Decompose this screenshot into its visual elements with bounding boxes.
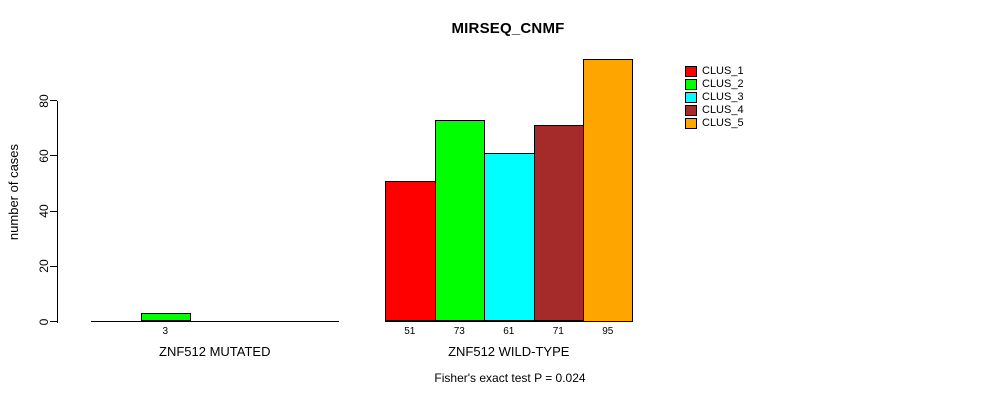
legend-label: CLUS_2 <box>702 78 744 90</box>
y-axis-label: number of cases <box>6 143 21 241</box>
legend-label: CLUS_5 <box>702 117 744 129</box>
bar-value-label: 61 <box>503 326 515 337</box>
chart-title: MIRSEQ_CNMF <box>451 20 565 37</box>
stats-annotation: Fisher's exact test P = 0.024 <box>434 371 586 385</box>
legend-label: CLUS_3 <box>702 91 744 103</box>
y-tick <box>50 321 57 322</box>
bar-value-label: 3 <box>162 326 169 337</box>
legend-swatch-icon <box>685 92 697 103</box>
y-tick-label: 0 <box>37 318 51 325</box>
bar-value-label: 95 <box>602 326 614 337</box>
group-baseline <box>385 321 633 322</box>
bar-clus_3 <box>484 152 535 322</box>
y-tick <box>50 265 57 267</box>
bar-clus_4 <box>533 125 584 322</box>
bar-value-label: 51 <box>404 326 416 337</box>
legend-label: CLUS_4 <box>702 104 744 116</box>
y-tick-label: 60 <box>37 149 51 163</box>
y-tick <box>50 210 57 212</box>
legend-row: CLUS_4 <box>685 104 744 117</box>
bar-value-label: 71 <box>552 326 564 337</box>
legend-row: CLUS_3 <box>685 91 744 104</box>
group-label: ZNF512 WILD-TYPE <box>448 344 570 359</box>
y-tick-label: 40 <box>37 204 51 218</box>
y-tick <box>50 155 57 157</box>
y-tick <box>50 100 57 101</box>
legend-row: CLUS_5 <box>685 117 744 130</box>
group-label: ZNF512 MUTATED <box>159 344 271 359</box>
legend-swatch-icon <box>685 79 697 90</box>
legend-row: CLUS_2 <box>685 78 744 91</box>
y-axis-line <box>57 100 58 323</box>
bar-clus_1 <box>385 180 436 322</box>
legend-row: CLUS_1 <box>685 65 744 78</box>
legend-swatch-icon <box>685 105 697 116</box>
legend-swatch-icon <box>685 66 697 77</box>
bar-value-label: 73 <box>453 326 465 337</box>
bar-clus_5 <box>583 59 633 322</box>
group-baseline <box>91 321 339 322</box>
y-tick-label: 80 <box>37 93 51 108</box>
bar-clus_2 <box>140 313 191 322</box>
legend-label: CLUS_1 <box>702 65 744 77</box>
y-tick-label: 20 <box>37 259 51 273</box>
bar-clus_2 <box>434 119 485 322</box>
legend-swatch-icon <box>685 118 697 129</box>
legend: CLUS_1 CLUS_2 CLUS_3 CLUS_4 CLUS_5 <box>685 65 744 130</box>
